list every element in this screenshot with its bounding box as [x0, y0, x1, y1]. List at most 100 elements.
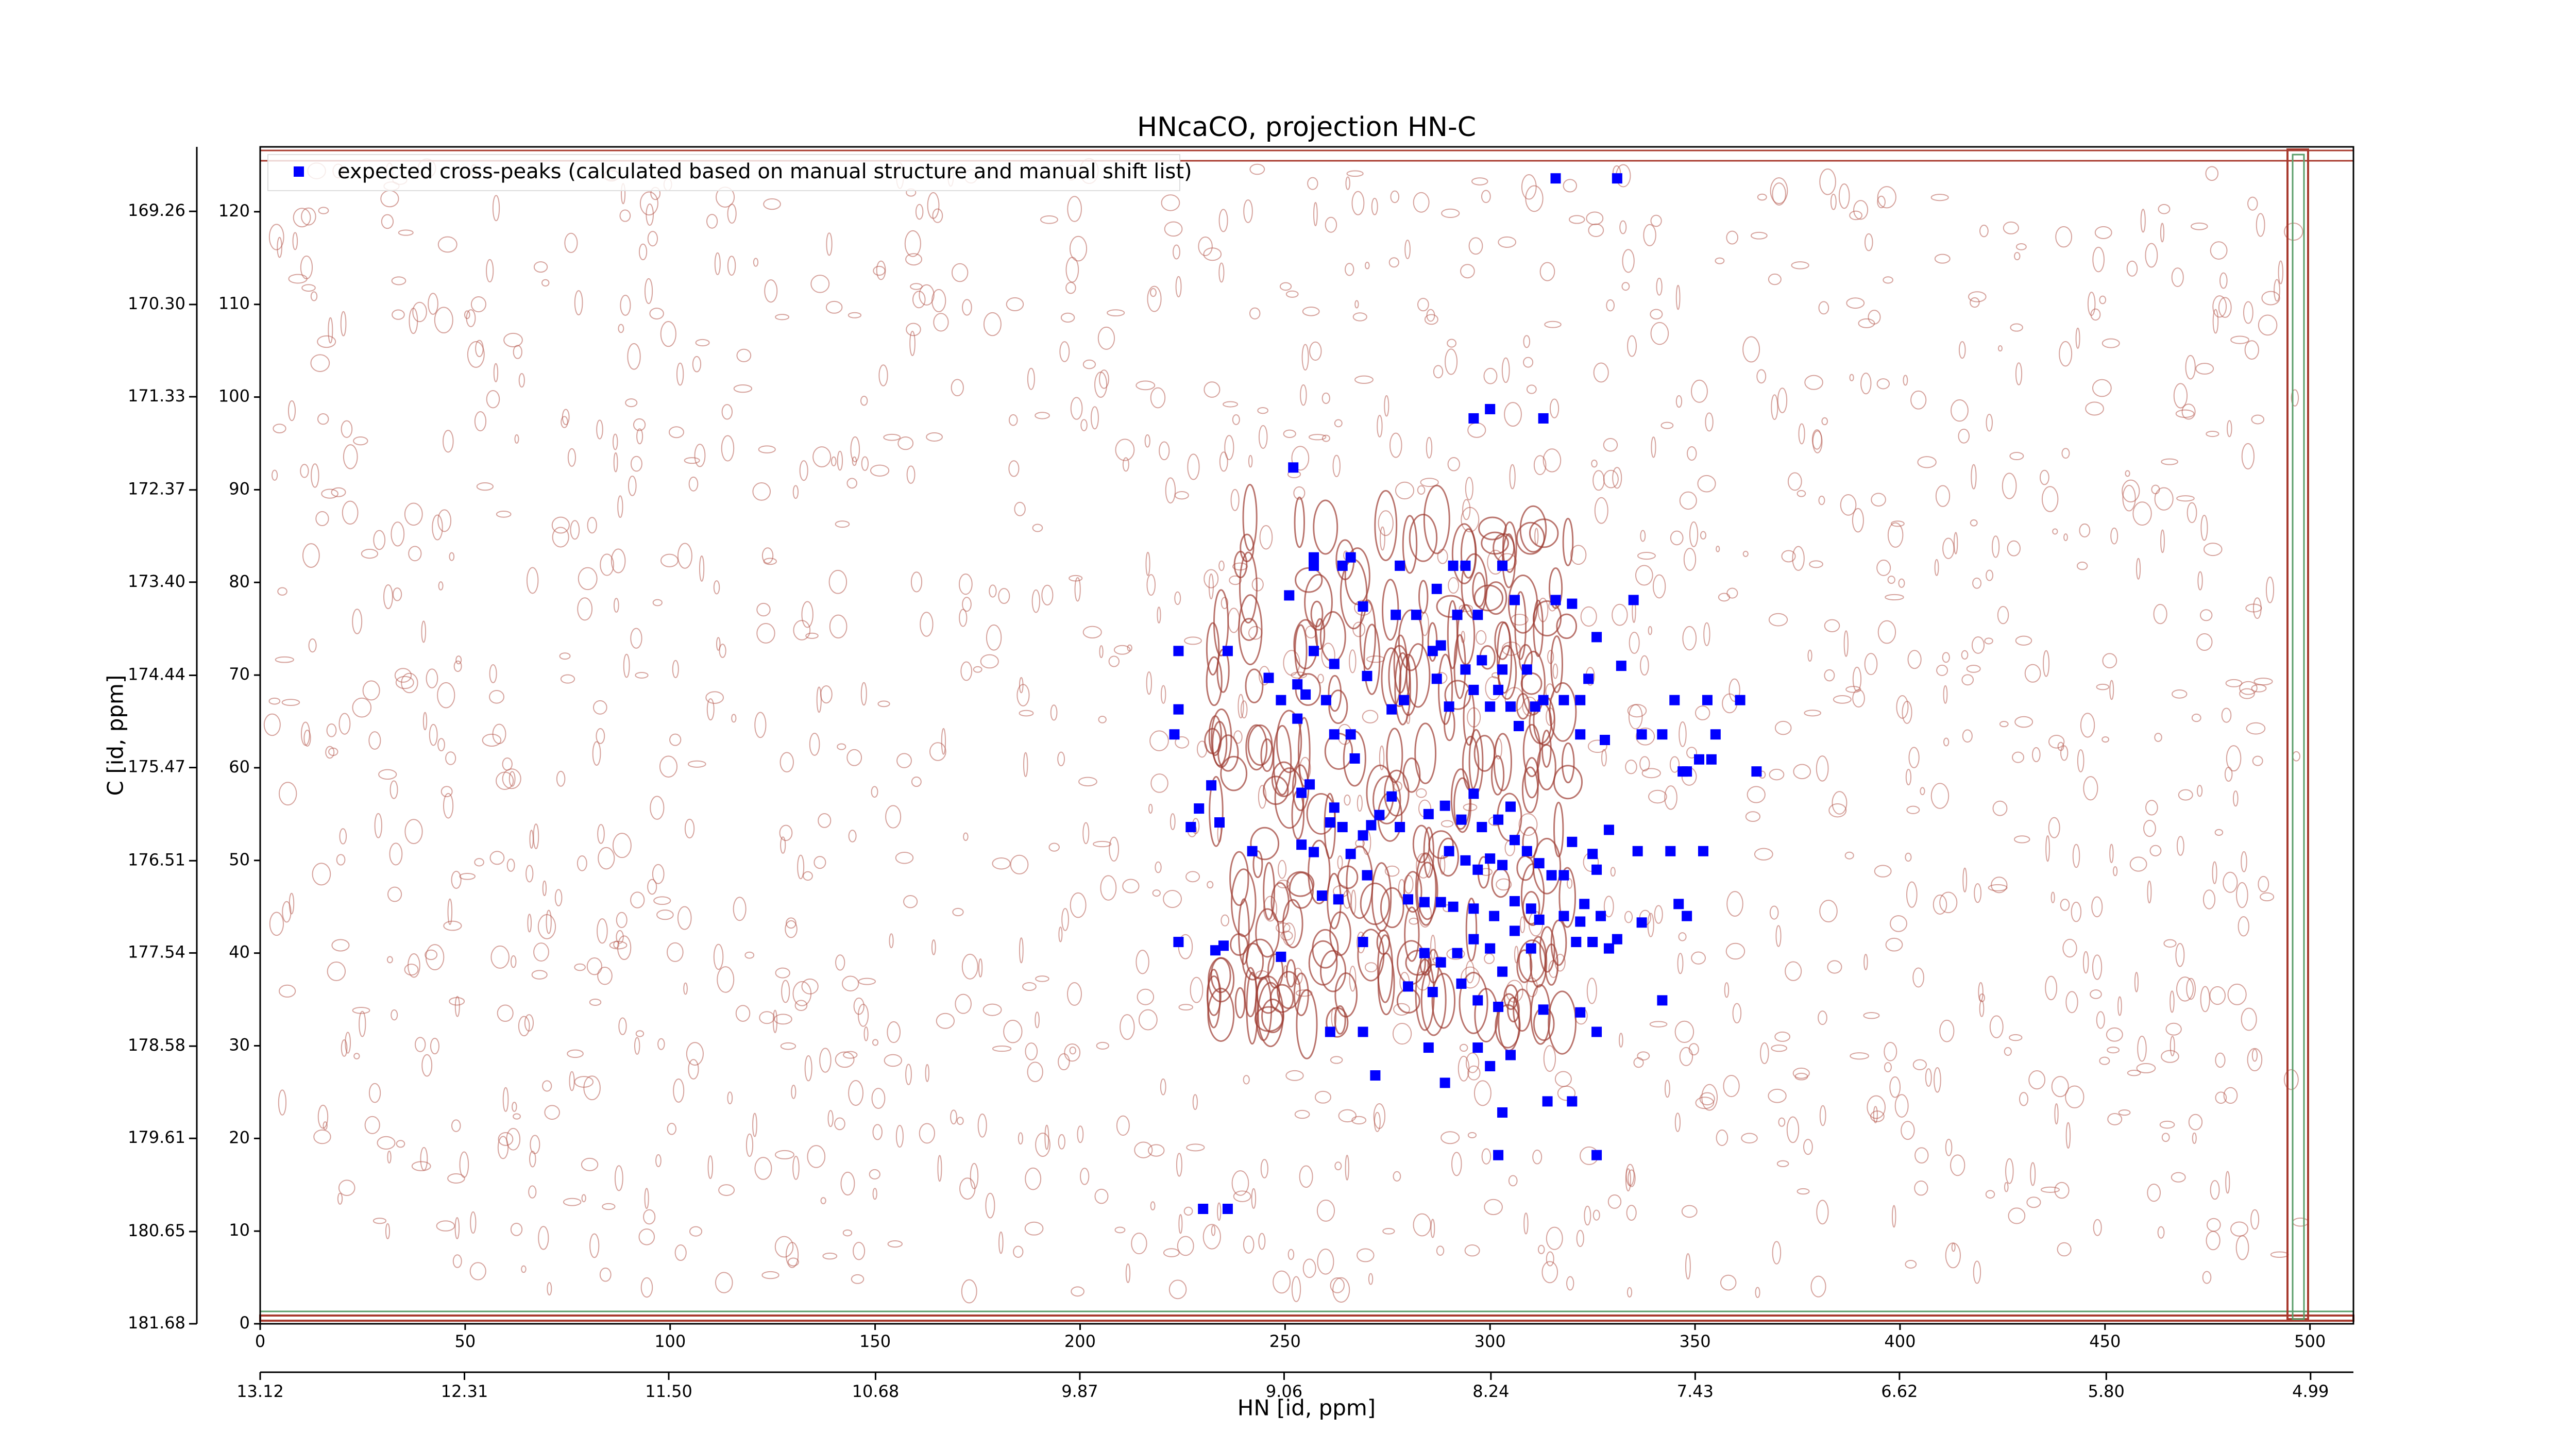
y2-tick-label: 180.65: [128, 1221, 185, 1240]
contour: [744, 951, 755, 959]
contour: [1968, 291, 1987, 302]
contour: [684, 457, 700, 464]
contour: [2265, 576, 2275, 603]
data-point: [1309, 847, 1319, 857]
contour: [2197, 571, 2203, 591]
contour: [353, 436, 368, 446]
data-point: [1698, 846, 1708, 856]
contour: [1459, 971, 1488, 1034]
contour: [1283, 429, 1296, 439]
contour: [288, 274, 308, 284]
contour: [2235, 1235, 2249, 1260]
contour: [1019, 937, 1024, 964]
contour: [2040, 1186, 2060, 1193]
contour: [447, 1173, 465, 1184]
contour: [1379, 745, 1385, 770]
contour: [2258, 314, 2278, 336]
data-point: [1468, 903, 1479, 914]
contour: [689, 1226, 703, 1237]
contour: [1603, 437, 1618, 452]
contour: [1863, 1012, 1880, 1019]
data-point: [1247, 846, 1258, 856]
contour: [1751, 231, 1768, 240]
contour: [1357, 795, 1363, 812]
contour: [1896, 695, 1909, 719]
contour: [526, 865, 534, 883]
contour: [1979, 993, 1986, 1002]
data-point: [1329, 659, 1340, 669]
contour: [1775, 925, 1782, 947]
contour: [2004, 1047, 2012, 1056]
contour: [1460, 264, 1475, 279]
data-point: [1485, 403, 1496, 414]
contour: [1726, 230, 1739, 245]
contour: [1481, 190, 1491, 204]
contour: [977, 1113, 987, 1138]
contour: [1282, 899, 1303, 949]
contour: [1496, 878, 1512, 891]
contour: [1689, 521, 1699, 547]
contour: [613, 598, 619, 613]
contour: [861, 456, 869, 471]
contour: [1094, 1188, 1109, 1204]
contour: [958, 574, 973, 595]
contour: [807, 1145, 826, 1168]
contour: [1416, 788, 1427, 798]
contour: [1426, 436, 1433, 459]
contour: [564, 232, 578, 253]
y2-tick-label: 171.33: [128, 386, 185, 406]
contour: [1933, 895, 1947, 915]
contour: [1936, 664, 1948, 676]
contour: [1533, 599, 1544, 658]
contour: [2136, 1063, 2156, 1073]
contour: [1718, 593, 1731, 602]
contour: [846, 478, 857, 489]
contour: [1864, 233, 1873, 251]
contour: [1670, 530, 1684, 546]
contour: [1351, 191, 1365, 215]
contour: [763, 558, 777, 565]
contour: [1014, 501, 1026, 516]
data-point: [1567, 836, 1578, 847]
contour: [341, 1039, 348, 1057]
contour: [2102, 653, 2117, 668]
contour: [1210, 957, 1231, 993]
contour: [733, 897, 747, 921]
data-point: [1534, 914, 1545, 925]
contour: [863, 1026, 869, 1041]
y-tick-label: 120: [218, 201, 250, 221]
contour: [1664, 1080, 1670, 1098]
data-point: [1497, 966, 1508, 977]
contour: [1496, 621, 1513, 694]
contour: [869, 1169, 880, 1180]
contour: [1553, 765, 1583, 800]
contour: [2099, 295, 2107, 305]
contour: [775, 314, 790, 321]
contour: [421, 620, 427, 643]
contour: [1332, 1277, 1350, 1303]
contour: [1025, 1167, 1042, 1190]
data-point: [1309, 560, 1319, 571]
contour: [931, 939, 936, 955]
contour: [1804, 710, 1822, 717]
contour: [2002, 473, 2017, 499]
contour: [2250, 1209, 2260, 1230]
contour: [1448, 577, 1460, 594]
contour: [561, 416, 568, 428]
contour: [774, 1236, 794, 1258]
contour: [1035, 412, 1050, 419]
contour: [383, 584, 393, 610]
contour: [1816, 1200, 1829, 1225]
x2-tick-label: 13.12: [236, 1381, 284, 1401]
contour: [1860, 373, 1872, 395]
x-tick-label: 450: [2089, 1332, 2121, 1351]
contour: [510, 955, 517, 968]
contour: [1366, 655, 1385, 663]
y2-tick-label: 174.44: [128, 665, 185, 684]
contour: [1519, 916, 1526, 934]
y-tick-label: 20: [229, 1127, 250, 1147]
contour: [1273, 1270, 1291, 1294]
contour: [1772, 182, 1786, 206]
contour: [791, 1085, 796, 1099]
contour: [1786, 1116, 1800, 1143]
